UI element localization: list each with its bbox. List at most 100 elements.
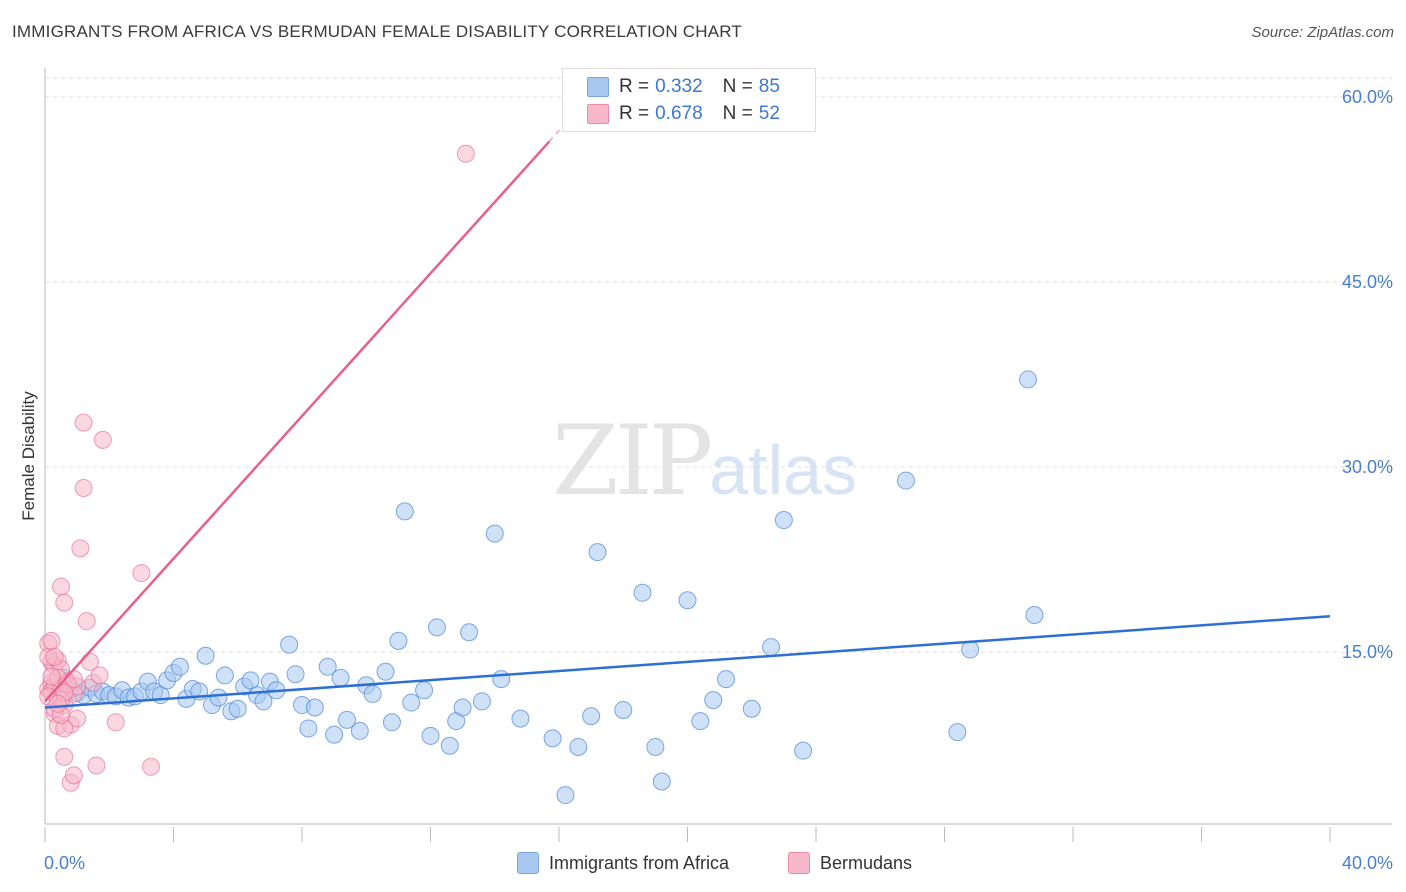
- data-point-bermudans: [71, 539, 90, 558]
- data-point-bermudans: [64, 766, 83, 785]
- bottom-legend-africa: Immigrants from Africa: [517, 852, 729, 874]
- data-point-africa: [209, 688, 228, 707]
- tick-labels: 15.0% 30.0% 45.0% 60.0% 0.0% 40.0%: [44, 87, 1393, 873]
- series-bermudans: [39, 144, 475, 792]
- data-point-africa: [196, 646, 215, 665]
- data-point-africa: [588, 543, 607, 562]
- legend-row-africa: R = 0.332 N = 85: [587, 75, 780, 99]
- data-point-africa: [427, 618, 446, 637]
- data-point-africa: [440, 736, 459, 755]
- grid-lines: [45, 77, 1392, 653]
- bottom-legend-label: Immigrants from Africa: [549, 852, 730, 873]
- data-point-africa: [569, 737, 588, 756]
- data-point-africa: [485, 524, 504, 543]
- bottom-legend-bermudans: Bermudans: [788, 852, 912, 874]
- data-point-africa: [460, 623, 479, 642]
- data-point-africa: [652, 772, 671, 791]
- data-point-bermudans: [106, 713, 125, 732]
- data-point-africa: [614, 700, 633, 719]
- data-point-bermudans: [55, 593, 74, 612]
- data-point-bermudans: [42, 667, 61, 686]
- legend-row-bermudans: R = 0.678 N = 52: [587, 102, 780, 126]
- data-point-africa: [415, 681, 434, 700]
- legend-n-label: N =: [722, 103, 753, 124]
- data-point-africa: [389, 631, 408, 650]
- y-tick-label: 30.0%: [1342, 457, 1393, 477]
- trend-line-bermudans: [44, 140, 551, 703]
- y-tick-label: 45.0%: [1342, 272, 1393, 292]
- data-point-bermudans: [55, 747, 74, 766]
- series-immigrants-from-africa: [45, 370, 1044, 805]
- data-point-africa: [948, 723, 967, 742]
- data-point-africa: [363, 684, 382, 703]
- x-tick-label: 40.0%: [1342, 853, 1393, 873]
- data-point-africa: [742, 699, 761, 718]
- legend-n-value: 52: [758, 103, 780, 124]
- chart-title: IMMIGRANTS FROM AFRICA VS BERMUDAN FEMAL…: [12, 22, 742, 41]
- data-point-africa: [1025, 606, 1044, 624]
- data-point-africa: [896, 471, 915, 490]
- bottom-legend-swatch-blue: [517, 852, 539, 874]
- data-point-africa: [325, 725, 344, 744]
- data-point-africa: [472, 692, 491, 711]
- data-point-africa: [511, 709, 530, 728]
- bottom-legend-label: Bermudans: [820, 852, 913, 873]
- data-point-africa: [170, 657, 189, 676]
- data-point-bermudans: [456, 144, 475, 163]
- axes: [44, 68, 1392, 842]
- data-point-africa: [299, 719, 318, 738]
- data-point-bermudans: [142, 757, 161, 776]
- legend-swatch-pink: [587, 104, 609, 124]
- data-point-africa: [376, 662, 395, 681]
- trend-line-africa: [44, 614, 1331, 709]
- data-point-africa: [421, 726, 440, 745]
- data-point-bermudans: [64, 670, 83, 689]
- data-point-africa: [228, 699, 247, 718]
- data-point-bermudans: [48, 694, 67, 713]
- data-point-africa: [633, 583, 652, 602]
- data-point-africa: [762, 638, 781, 657]
- bottom-legend-swatch-pink: [788, 852, 810, 874]
- data-point-africa: [646, 737, 665, 756]
- data-point-africa: [678, 591, 697, 610]
- legend-r-value: 0.678: [655, 103, 703, 124]
- legend-r-label: R =: [619, 76, 650, 97]
- data-point-africa: [556, 786, 575, 805]
- data-point-africa: [717, 670, 736, 689]
- y-tick-label: 60.0%: [1342, 87, 1393, 107]
- data-point-africa: [402, 693, 421, 712]
- data-point-africa: [305, 698, 324, 717]
- data-point-africa: [215, 666, 234, 685]
- y-tick-label: 15.0%: [1342, 642, 1393, 662]
- data-point-africa: [337, 710, 356, 729]
- data-point-bermudans: [132, 564, 151, 583]
- data-point-africa: [691, 712, 710, 731]
- correlation-legend: R = 0.332 N = 85 R = 0.678 N = 52: [562, 68, 816, 132]
- data-point-bermudans: [45, 647, 64, 666]
- data-point-africa: [582, 707, 601, 726]
- legend-swatch-blue: [587, 77, 609, 97]
- data-point-africa: [331, 668, 350, 687]
- data-point-bermudans: [52, 577, 71, 596]
- watermark-atlas: atlas: [709, 431, 858, 509]
- legend-n-value: 85: [758, 76, 780, 97]
- watermark-zip: ZIP: [552, 405, 713, 517]
- data-point-africa: [382, 713, 401, 732]
- data-point-bermudans: [74, 478, 93, 497]
- data-point-africa: [1019, 370, 1038, 389]
- legend-r-value: 0.332: [655, 76, 703, 97]
- data-point-bermudans: [77, 612, 96, 631]
- data-point-africa: [492, 670, 511, 689]
- legend-n-label: N =: [722, 76, 753, 97]
- data-point-bermudans: [42, 631, 61, 650]
- data-point-africa: [395, 502, 414, 521]
- data-point-bermudans: [93, 430, 112, 449]
- data-point-africa: [286, 665, 305, 684]
- data-point-africa: [280, 635, 299, 654]
- data-point-africa: [704, 691, 723, 710]
- trend-lines: [44, 105, 1331, 709]
- data-point-africa: [543, 729, 562, 748]
- x-tick-label: 0.0%: [44, 853, 85, 873]
- legend-r-label: R =: [619, 103, 650, 124]
